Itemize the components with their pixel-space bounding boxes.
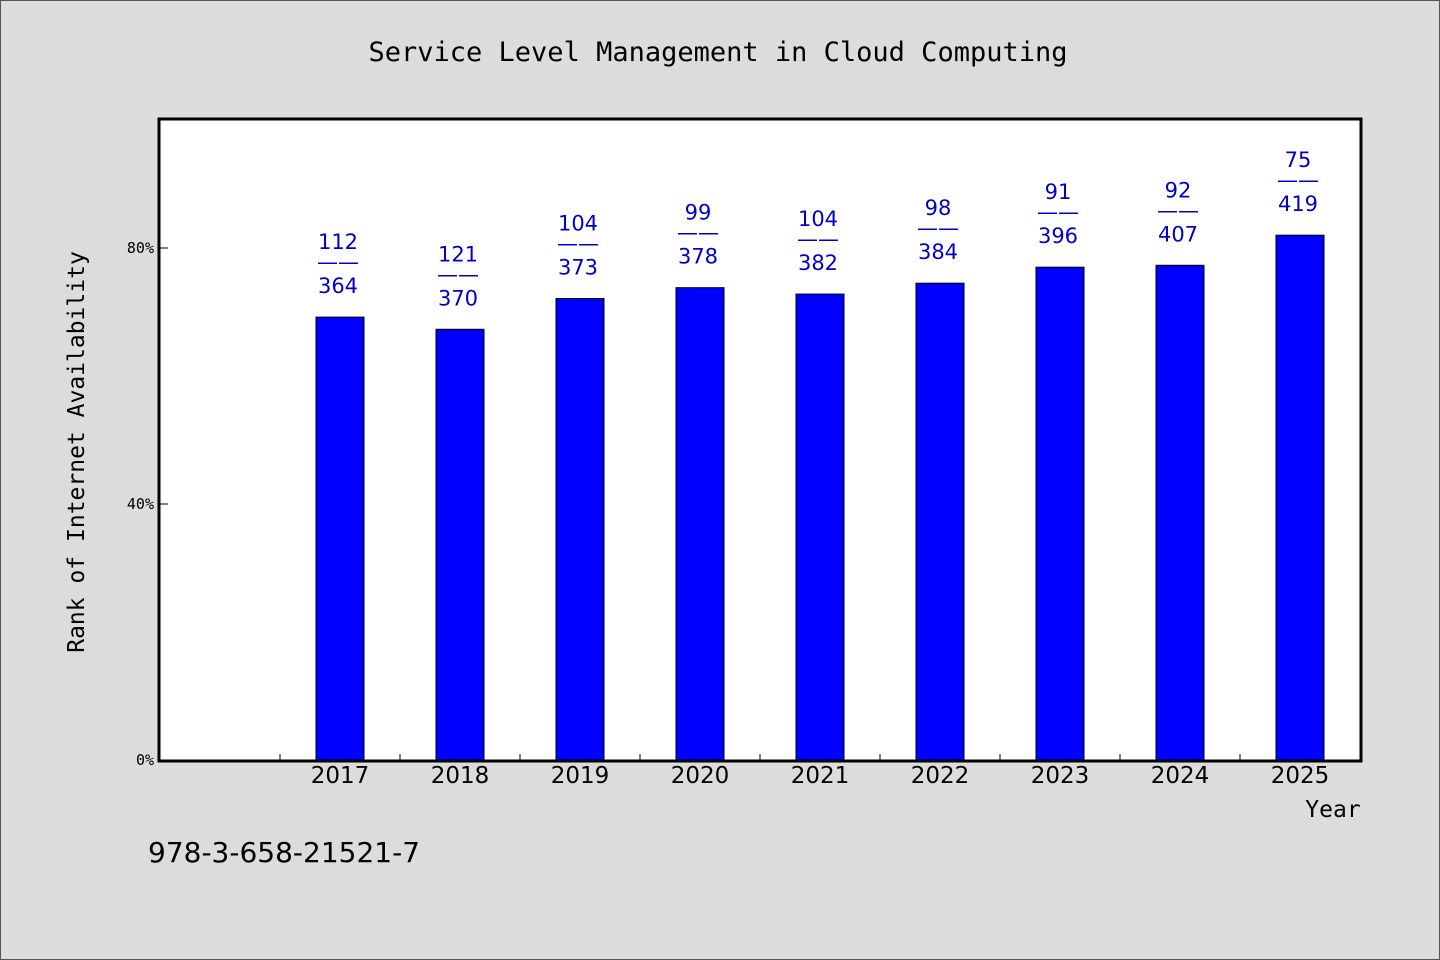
data-label-bottom-2021: 382 — [798, 251, 838, 275]
data-label-top-2025: 75 — [1285, 148, 1312, 172]
bar-2021 — [795, 293, 845, 761]
x-tick-label-2023: 2023 — [1031, 763, 1090, 789]
data-label-bottom-2023: 396 — [1038, 224, 1078, 248]
data-label-sep-2023: —— — [1037, 200, 1079, 224]
data-label-bottom-2024: 407 — [1158, 222, 1198, 246]
x-tick-label-2019: 2019 — [551, 763, 610, 789]
data-label-bottom-2017: 364 — [318, 274, 358, 298]
x-tick-label-2017: 2017 — [311, 763, 370, 789]
footer-isbn: 978-3-658-21521-7 — [148, 836, 420, 869]
data-label-top-2024: 92 — [1165, 178, 1192, 202]
x-tick-label-2024: 2024 — [1151, 763, 1210, 789]
bar-2020 — [675, 287, 725, 761]
data-label-sep-2024: —— — [1157, 198, 1199, 222]
data-label-bottom-2022: 384 — [918, 240, 958, 264]
x-tick-label-2025: 2025 — [1271, 763, 1330, 789]
y-axis-label: Rank of Internet Availability — [64, 251, 90, 653]
x-tick-label-2018: 2018 — [431, 763, 490, 789]
data-label-top-2022: 98 — [925, 196, 952, 220]
data-label-top-2018: 121 — [438, 242, 478, 266]
x-tick-label-2022: 2022 — [911, 763, 970, 789]
data-label-sep-2025: —— — [1277, 168, 1319, 192]
x-axis-label: Year — [1305, 797, 1360, 823]
data-label-sep-2020: —— — [677, 221, 719, 245]
data-label-sep-2021: —— — [797, 227, 839, 251]
bar-2025 — [1275, 234, 1325, 761]
data-label-top-2017: 112 — [318, 230, 358, 254]
data-label-top-2020: 99 — [685, 201, 712, 225]
data-label-bottom-2018: 370 — [438, 286, 478, 310]
data-label-top-2019: 104 — [558, 212, 598, 236]
bar-2018 — [435, 328, 485, 761]
data-label-top-2023: 91 — [1045, 180, 1072, 204]
y-tick-label-40: 40% — [127, 495, 154, 513]
data-label-sep-2019: —— — [557, 232, 599, 256]
data-label-top-2021: 104 — [798, 207, 838, 231]
data-label-bottom-2025: 419 — [1278, 192, 1318, 216]
bar-2019 — [555, 298, 605, 761]
bar-2024 — [1155, 264, 1205, 761]
data-label-sep-2017: —— — [317, 250, 359, 274]
y-tick-label-80: 80% — [127, 239, 154, 257]
bar-2023 — [1035, 266, 1085, 761]
y-tick-label-0: 0% — [136, 751, 154, 769]
chart-title: Service Level Management in Cloud Comput… — [369, 37, 1068, 68]
data-label-bottom-2019: 373 — [558, 256, 598, 280]
data-label-sep-2018: —— — [437, 262, 479, 286]
x-tick-label-2020: 2020 — [671, 763, 730, 789]
bar-2022 — [915, 282, 965, 761]
bar-2017 — [315, 316, 365, 761]
ticks-group: 2017 2018 2019 2020 2021 2022 2023 2024 2025 0% 40… — [127, 239, 1329, 789]
x-tick-label-2021: 2021 — [791, 763, 850, 789]
data-label-bottom-2020: 378 — [678, 245, 718, 269]
data-label-sep-2022: —— — [917, 216, 959, 240]
bars-group: 112——364121——370104——37399——378104——3829… — [315, 148, 1325, 761]
